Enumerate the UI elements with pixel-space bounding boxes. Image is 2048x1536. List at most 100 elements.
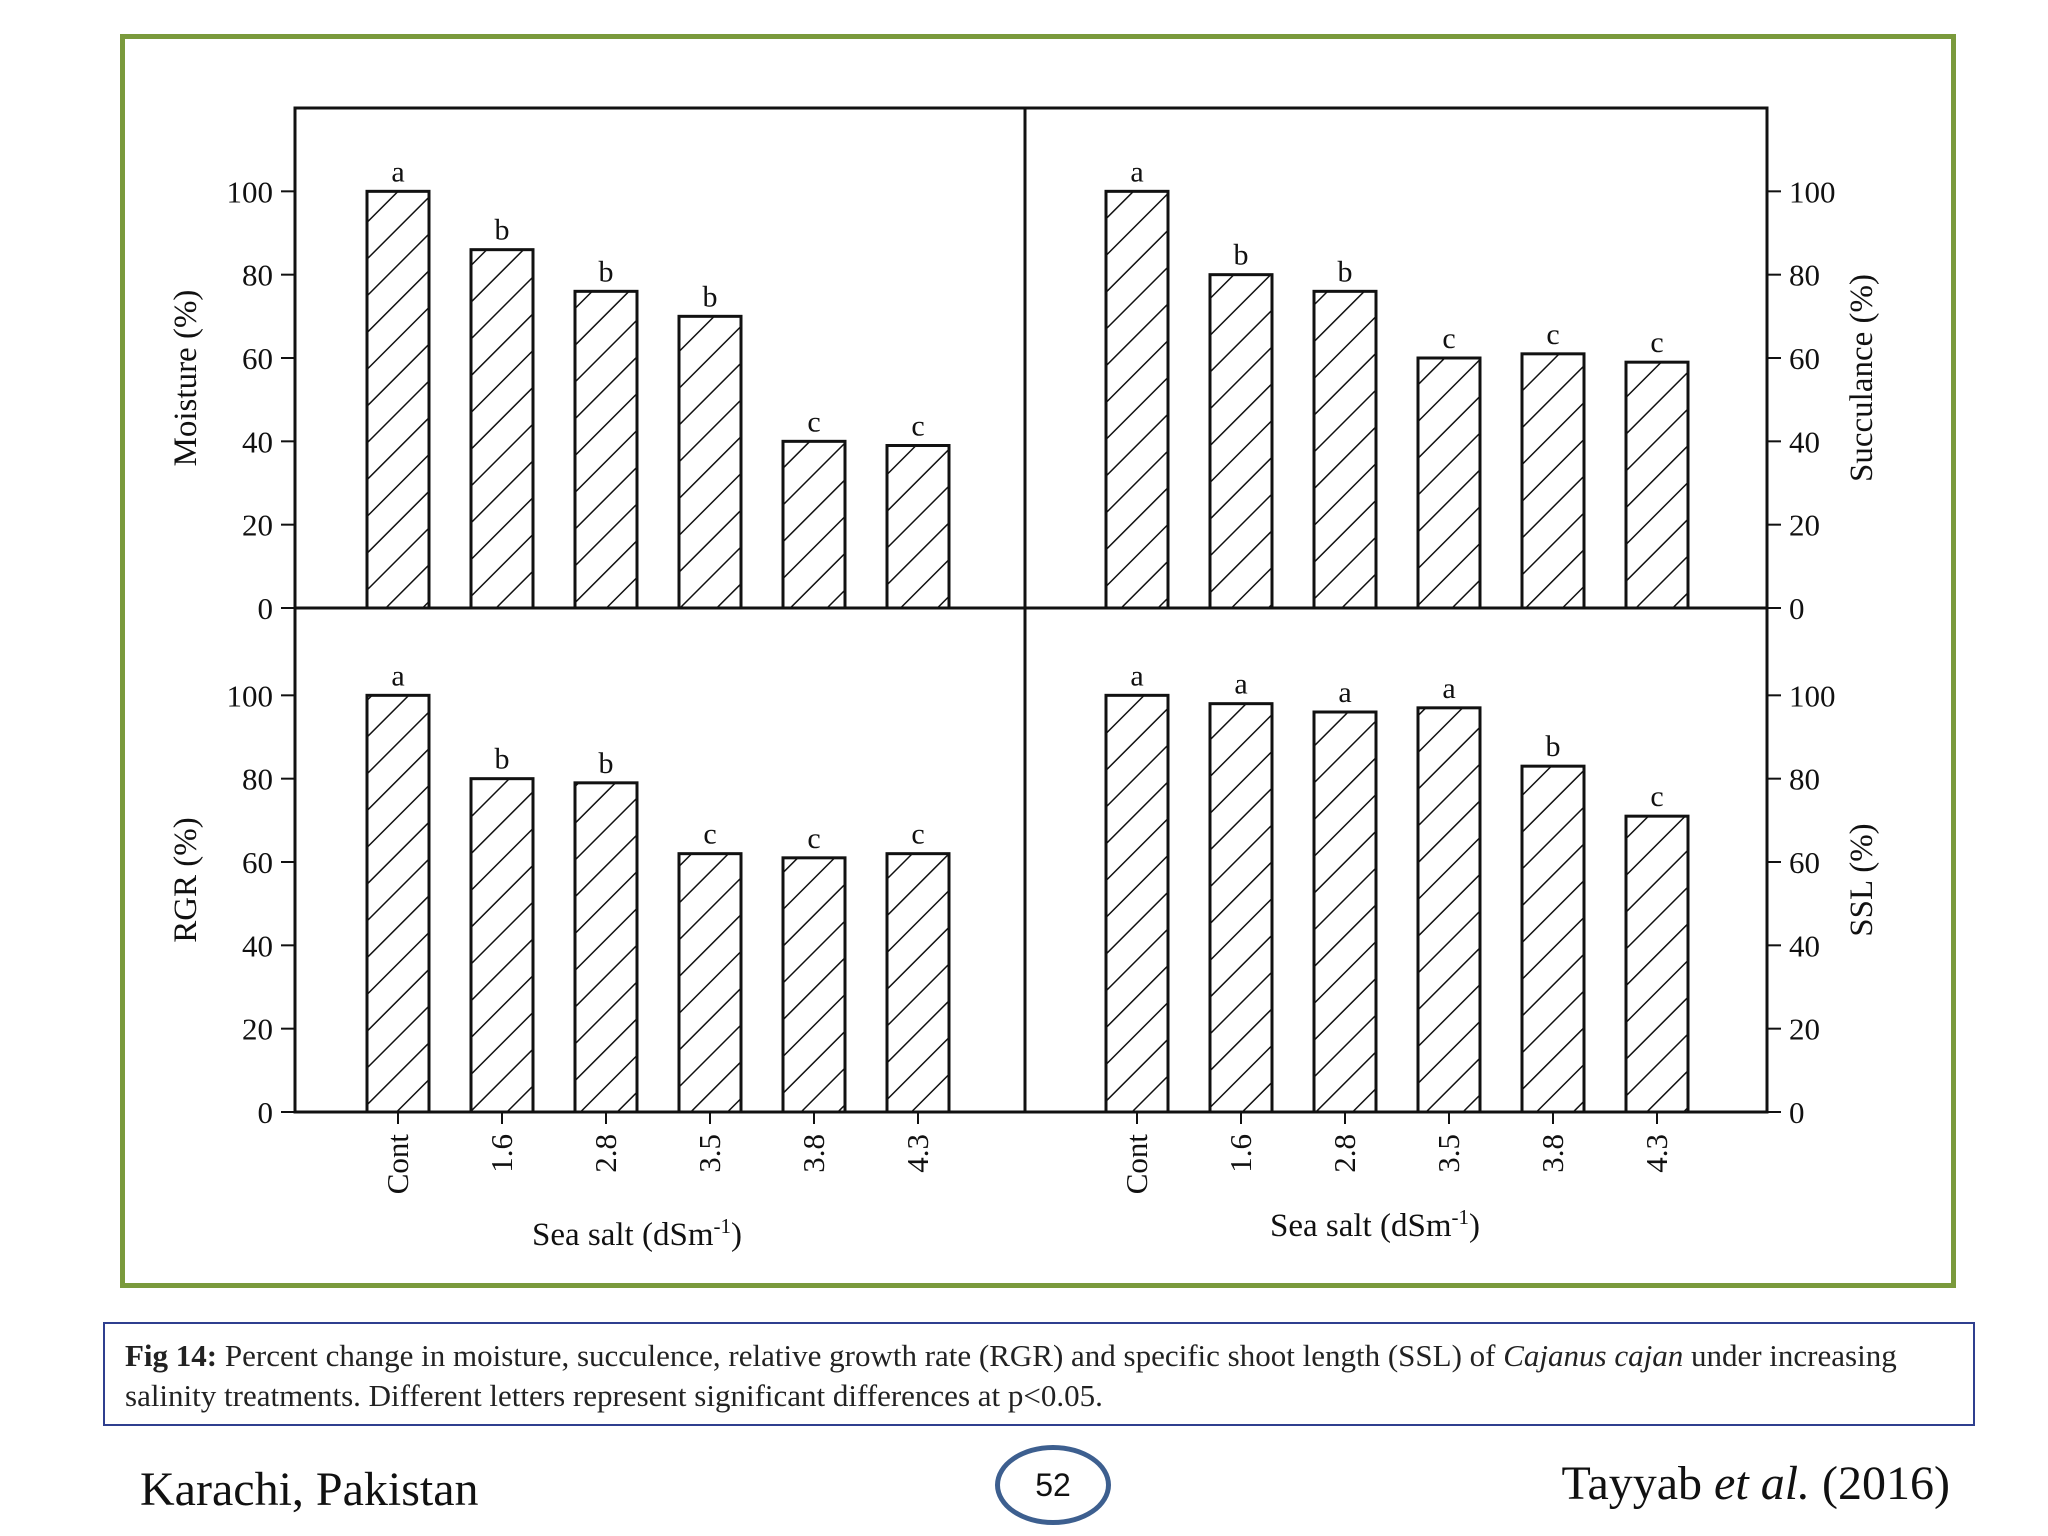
y-tick-label: 100 <box>227 174 274 209</box>
x-tick-label: 4.3 <box>900 1134 935 1173</box>
y-tick-label: 40 <box>1789 928 1820 963</box>
significance-letter: b <box>1338 255 1353 288</box>
y-axis-label: Moisture (%) <box>168 290 204 467</box>
bar <box>1624 814 1690 1114</box>
significance-letter: b <box>1546 730 1561 763</box>
y-tick-label: 100 <box>1789 174 1836 209</box>
y-tick-label: 80 <box>1789 258 1820 293</box>
x-tick-label: Cont <box>1119 1134 1154 1195</box>
y-tick-label: 20 <box>242 1012 273 1047</box>
y-tick-label: 100 <box>227 678 274 713</box>
footer-citation: Tayyab et al. (2016) <box>1561 1456 1950 1511</box>
page-number: 52 <box>1035 1466 1071 1503</box>
x-tick-label: 2.8 <box>588 1134 623 1173</box>
bar <box>1104 693 1170 1114</box>
significance-letter: a <box>1130 155 1143 188</box>
x-tick-label: 1.6 <box>484 1134 519 1173</box>
caption-text: Percent change in moisture, succulence, … <box>217 1338 1504 1373</box>
figure-caption: Fig 14: Percent change in moisture, succ… <box>103 1322 1975 1426</box>
bar <box>885 852 951 1114</box>
significance-letter: a <box>391 155 404 188</box>
x-tick-label: 2.8 <box>1327 1134 1362 1173</box>
y-axis-label: SSL (%) <box>1844 823 1880 936</box>
x-tick-label: Cont <box>380 1134 415 1195</box>
bar-chart-panels: a b b b c c 0 20 40 60 80 100 Moisture (%) a b b c c c 0 20 4… <box>168 106 1880 1253</box>
bar <box>1104 189 1170 610</box>
x-axis-label-superscript: -1 <box>1451 1205 1469 1229</box>
significance-letter: b <box>495 743 510 776</box>
x-tick-label: 3.5 <box>692 1134 727 1173</box>
y-tick-label: 60 <box>1789 341 1820 376</box>
x-axis-label-close: ) <box>1469 1208 1480 1244</box>
bar <box>781 856 847 1114</box>
citation-author: Tayyab <box>1561 1457 1715 1510</box>
y-tick-label: 0 <box>258 591 274 626</box>
chart-panel-3: a b b c c c 0 20 40 60 80 100 RGR (%) <box>168 659 951 1130</box>
y-tick-label: 0 <box>258 1095 274 1130</box>
bar <box>365 189 431 610</box>
bar <box>1208 273 1274 610</box>
x-axis-left: Cont 1.6 2.8 3.5 3.8 4.3 Sea salt (dSm-1) <box>380 1112 935 1253</box>
caption-species: Cajanus cajan <box>1503 1338 1684 1373</box>
y-axis-label: RGR (%) <box>168 817 204 943</box>
significance-letter: c <box>1442 322 1455 355</box>
y-tick-label: 80 <box>1789 762 1820 797</box>
y-tick-label: 40 <box>242 928 273 963</box>
bar <box>573 781 639 1114</box>
bar <box>885 444 951 610</box>
caption-label: Fig 14: <box>125 1338 218 1373</box>
x-tick-label: 3.8 <box>1535 1134 1570 1173</box>
citation-etal: et al. <box>1714 1457 1811 1510</box>
y-tick-label: 0 <box>1789 591 1805 626</box>
bar <box>469 248 535 610</box>
significance-letter: b <box>599 747 614 780</box>
y-tick-label: 80 <box>242 258 273 293</box>
y-tick-label: 40 <box>1789 424 1820 459</box>
x-axis-label-close: ) <box>731 1217 742 1253</box>
page-number-badge: 52 <box>995 1445 1111 1525</box>
significance-letter: a <box>391 659 404 692</box>
chart-panel-1: a b b b c c 0 20 40 60 80 100 Moisture (%) <box>168 155 951 626</box>
bar <box>1312 289 1378 610</box>
plot-border <box>293 106 1769 1114</box>
y-tick-label: 20 <box>1789 1012 1820 1047</box>
significance-letter: b <box>599 255 614 288</box>
y-tick-label: 60 <box>1789 845 1820 880</box>
y-tick-label: 40 <box>242 424 273 459</box>
y-tick-label: 20 <box>1789 508 1820 543</box>
significance-letter: c <box>911 818 924 851</box>
bar <box>677 314 743 610</box>
significance-letter: b <box>703 280 718 313</box>
significance-letter: a <box>1234 668 1247 701</box>
significance-letter: b <box>1234 239 1249 272</box>
x-axis-label-text: Sea salt (dSm <box>1270 1208 1452 1244</box>
caption-text-end: under increasing salinity treatments. Di… <box>125 1338 1897 1413</box>
significance-letter: c <box>1546 318 1559 351</box>
x-axis-label-superscript: -1 <box>713 1214 731 1238</box>
bar <box>1208 702 1274 1114</box>
significance-letter: c <box>807 405 820 438</box>
y-tick-label: 60 <box>242 341 273 376</box>
bar <box>1312 710 1378 1114</box>
bar <box>573 289 639 610</box>
bar <box>1520 352 1586 610</box>
bar <box>365 693 431 1114</box>
bar <box>469 777 535 1114</box>
figure-frame <box>120 34 1956 1288</box>
x-tick-label: 4.3 <box>1639 1134 1674 1173</box>
chart-panel-2: a b b c c c 0 20 40 60 80 100 Succulance (%) <box>1104 155 1880 626</box>
x-tick-label: 3.8 <box>796 1134 831 1173</box>
significance-letter: c <box>703 818 716 851</box>
significance-letter: a <box>1130 659 1143 692</box>
bar <box>1520 764 1586 1114</box>
x-axis-label-text: Sea salt (dSm <box>532 1217 714 1253</box>
bar <box>1416 356 1482 610</box>
citation-year: (2016) <box>1810 1457 1950 1510</box>
y-axis-label: Succulance (%) <box>1844 274 1880 482</box>
x-axis-right: Cont 1.6 2.8 3.5 3.8 4.3 Sea salt (dSm-1) <box>1119 1112 1674 1244</box>
x-axis-label: Sea salt (dSm-1) <box>532 1214 742 1253</box>
significance-letter: b <box>495 214 510 247</box>
x-tick-label: 3.5 <box>1431 1134 1466 1173</box>
y-tick-label: 80 <box>242 762 273 797</box>
footer-location: Karachi, Pakistan <box>140 1463 479 1516</box>
